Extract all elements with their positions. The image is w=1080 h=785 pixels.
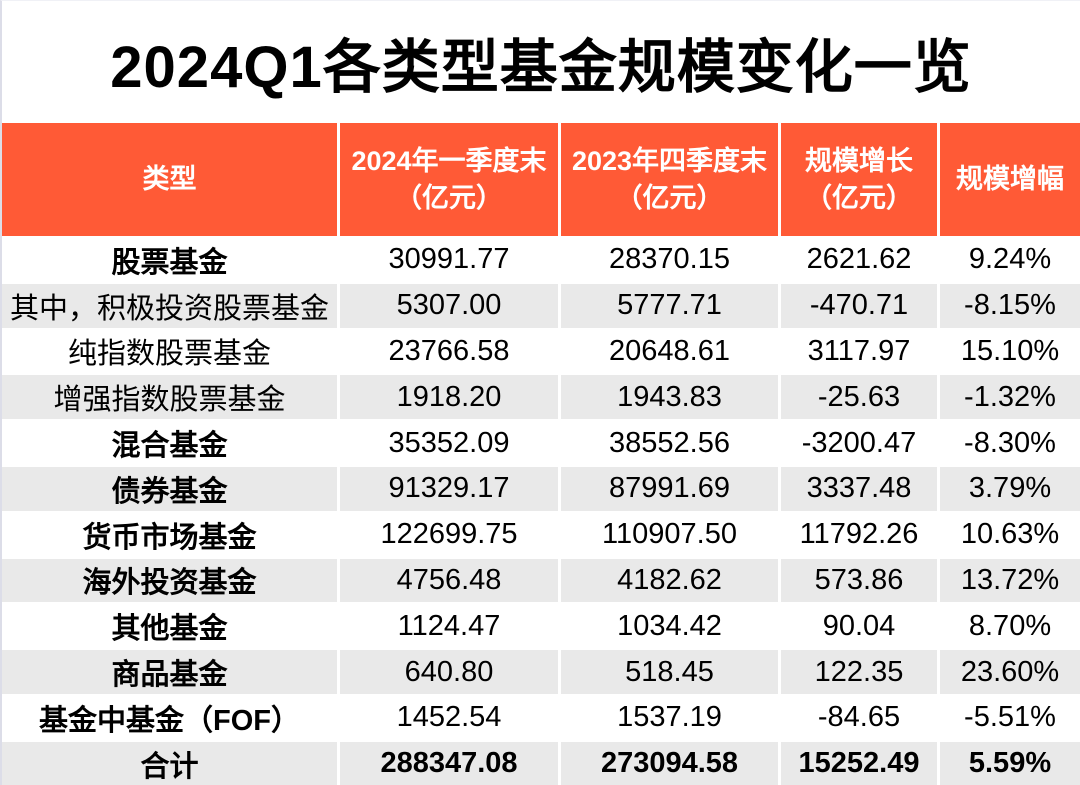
cell-2024q1-value: 1918.20 xyxy=(340,375,558,420)
table-row: 债券基金 91329.17 87991.69 3337.48 3.79% xyxy=(2,466,1080,511)
cell-2024q1-value: 122699.75 xyxy=(340,512,558,557)
table-row: 增强指数股票基金 1918.20 1943.83 -25.63 -1.32% xyxy=(2,375,1080,420)
cell-fund-type: 其中，积极投资股票基金 xyxy=(2,283,337,328)
cell-2024q1-value: 1452.54 xyxy=(340,695,558,740)
cell-size-change: 3117.97 xyxy=(781,329,937,374)
table-row: 货币市场基金 122699.75 110907.50 11792.26 10.6… xyxy=(2,512,1080,557)
cell-fund-type: 股票基金 xyxy=(2,238,337,282)
cell-2023q4-value: 1943.83 xyxy=(561,375,778,420)
cell-change-pct: -8.15% xyxy=(940,283,1080,328)
cell-change-pct: 13.72% xyxy=(940,558,1080,603)
cell-size-change: -470.71 xyxy=(781,283,937,328)
cell-2023q4-value: 1537.19 xyxy=(561,695,778,740)
cell-2023q4-value: 28370.15 xyxy=(561,238,778,282)
cell-2024q1-value: 288347.08 xyxy=(340,741,558,785)
table-row: 纯指数股票基金 23766.58 20648.61 3117.97 15.10% xyxy=(2,329,1080,374)
cell-change-pct: -8.30% xyxy=(940,421,1080,465)
cell-2024q1-value: 5307.00 xyxy=(340,283,558,328)
table-row: 商品基金 640.80 518.45 122.35 23.60% xyxy=(2,650,1080,694)
cell-fund-type: 债券基金 xyxy=(2,466,337,511)
table-row: 混合基金 35352.09 38552.56 -3200.47 -8.30% xyxy=(2,421,1080,465)
cell-size-change: 90.04 xyxy=(781,604,937,649)
column-header-2023q4-end: 2023年四季度末 （亿元） xyxy=(561,123,778,236)
title-bar: 2024Q1各类型基金规模变化一览 xyxy=(2,1,1080,123)
cell-size-change: 573.86 xyxy=(781,558,937,603)
cell-2024q1-value: 91329.17 xyxy=(340,466,558,511)
column-header-size-change: 规模增长 （亿元） xyxy=(781,123,937,236)
cell-change-pct: 10.63% xyxy=(940,512,1080,557)
cell-change-pct: 23.60% xyxy=(940,650,1080,694)
cell-2023q4-value: 1034.42 xyxy=(561,604,778,649)
cell-fund-type: 商品基金 xyxy=(2,650,337,694)
cell-fund-type: 增强指数股票基金 xyxy=(2,375,337,420)
cell-2023q4-value: 4182.62 xyxy=(561,558,778,603)
cell-change-pct: 5.59% xyxy=(940,741,1080,785)
table-row: 股票基金 30991.77 28370.15 2621.62 9.24% xyxy=(2,238,1080,282)
fund-size-table: 类型 2024年一季度末 （亿元） 2023年四季度末 （亿元） 规模增长 （亿… xyxy=(2,123,1080,785)
cell-2023q4-value: 518.45 xyxy=(561,650,778,694)
cell-fund-type: 合计 xyxy=(2,741,337,785)
cell-size-change: 2621.62 xyxy=(781,238,937,282)
cell-2023q4-value: 5777.71 xyxy=(561,283,778,328)
column-header-2024q1-end: 2024年一季度末 （亿元） xyxy=(340,123,558,236)
table-row: 其他基金 1124.47 1034.42 90.04 8.70% xyxy=(2,604,1080,649)
column-header-type: 类型 xyxy=(2,123,337,236)
table-row: 合计 288347.08 273094.58 15252.49 5.59% xyxy=(2,741,1080,785)
cell-2024q1-value: 4756.48 xyxy=(340,558,558,603)
cell-2024q1-value: 35352.09 xyxy=(340,421,558,465)
cell-2023q4-value: 110907.50 xyxy=(561,512,778,557)
table-row: 其中，积极投资股票基金 5307.00 5777.71 -470.71 -8.1… xyxy=(2,283,1080,328)
cell-fund-type: 其他基金 xyxy=(2,604,337,649)
table-body: 股票基金 30991.77 28370.15 2621.62 9.24% 其中，… xyxy=(2,238,1080,785)
cell-2023q4-value: 20648.61 xyxy=(561,329,778,374)
cell-change-pct: 8.70% xyxy=(940,604,1080,649)
table-header-row: 类型 2024年一季度末 （亿元） 2023年四季度末 （亿元） 规模增长 （亿… xyxy=(2,123,1080,236)
cell-change-pct: 9.24% xyxy=(940,238,1080,282)
table-row: 海外投资基金 4756.48 4182.62 573.86 13.72% xyxy=(2,558,1080,603)
cell-change-pct: -1.32% xyxy=(940,375,1080,420)
cell-2023q4-value: 273094.58 xyxy=(561,741,778,785)
cell-size-change: 11792.26 xyxy=(781,512,937,557)
cell-fund-type: 纯指数股票基金 xyxy=(2,329,337,374)
cell-size-change: -84.65 xyxy=(781,695,937,740)
cell-2024q1-value: 640.80 xyxy=(340,650,558,694)
cell-change-pct: -5.51% xyxy=(940,695,1080,740)
cell-fund-type: 混合基金 xyxy=(2,421,337,465)
cell-size-change: 3337.48 xyxy=(781,466,937,511)
cell-fund-type: 海外投资基金 xyxy=(2,558,337,603)
cell-2023q4-value: 87991.69 xyxy=(561,466,778,511)
table-row: 基金中基金（FOF） 1452.54 1537.19 -84.65 -5.51% xyxy=(2,695,1080,740)
cell-2023q4-value: 38552.56 xyxy=(561,421,778,465)
page-title: 2024Q1各类型基金规模变化一览 xyxy=(110,35,972,100)
cell-size-change: 122.35 xyxy=(781,650,937,694)
cell-change-pct: 15.10% xyxy=(940,329,1080,374)
cell-2024q1-value: 23766.58 xyxy=(340,329,558,374)
cell-fund-type: 基金中基金（FOF） xyxy=(2,695,337,740)
cell-change-pct: 3.79% xyxy=(940,466,1080,511)
column-header-change-pct: 规模增幅 xyxy=(940,123,1080,236)
cell-size-change: 15252.49 xyxy=(781,741,937,785)
cell-2024q1-value: 1124.47 xyxy=(340,604,558,649)
cell-fund-type: 货币市场基金 xyxy=(2,512,337,557)
cell-size-change: -3200.47 xyxy=(781,421,937,465)
cell-size-change: -25.63 xyxy=(781,375,937,420)
cell-2024q1-value: 30991.77 xyxy=(340,238,558,282)
